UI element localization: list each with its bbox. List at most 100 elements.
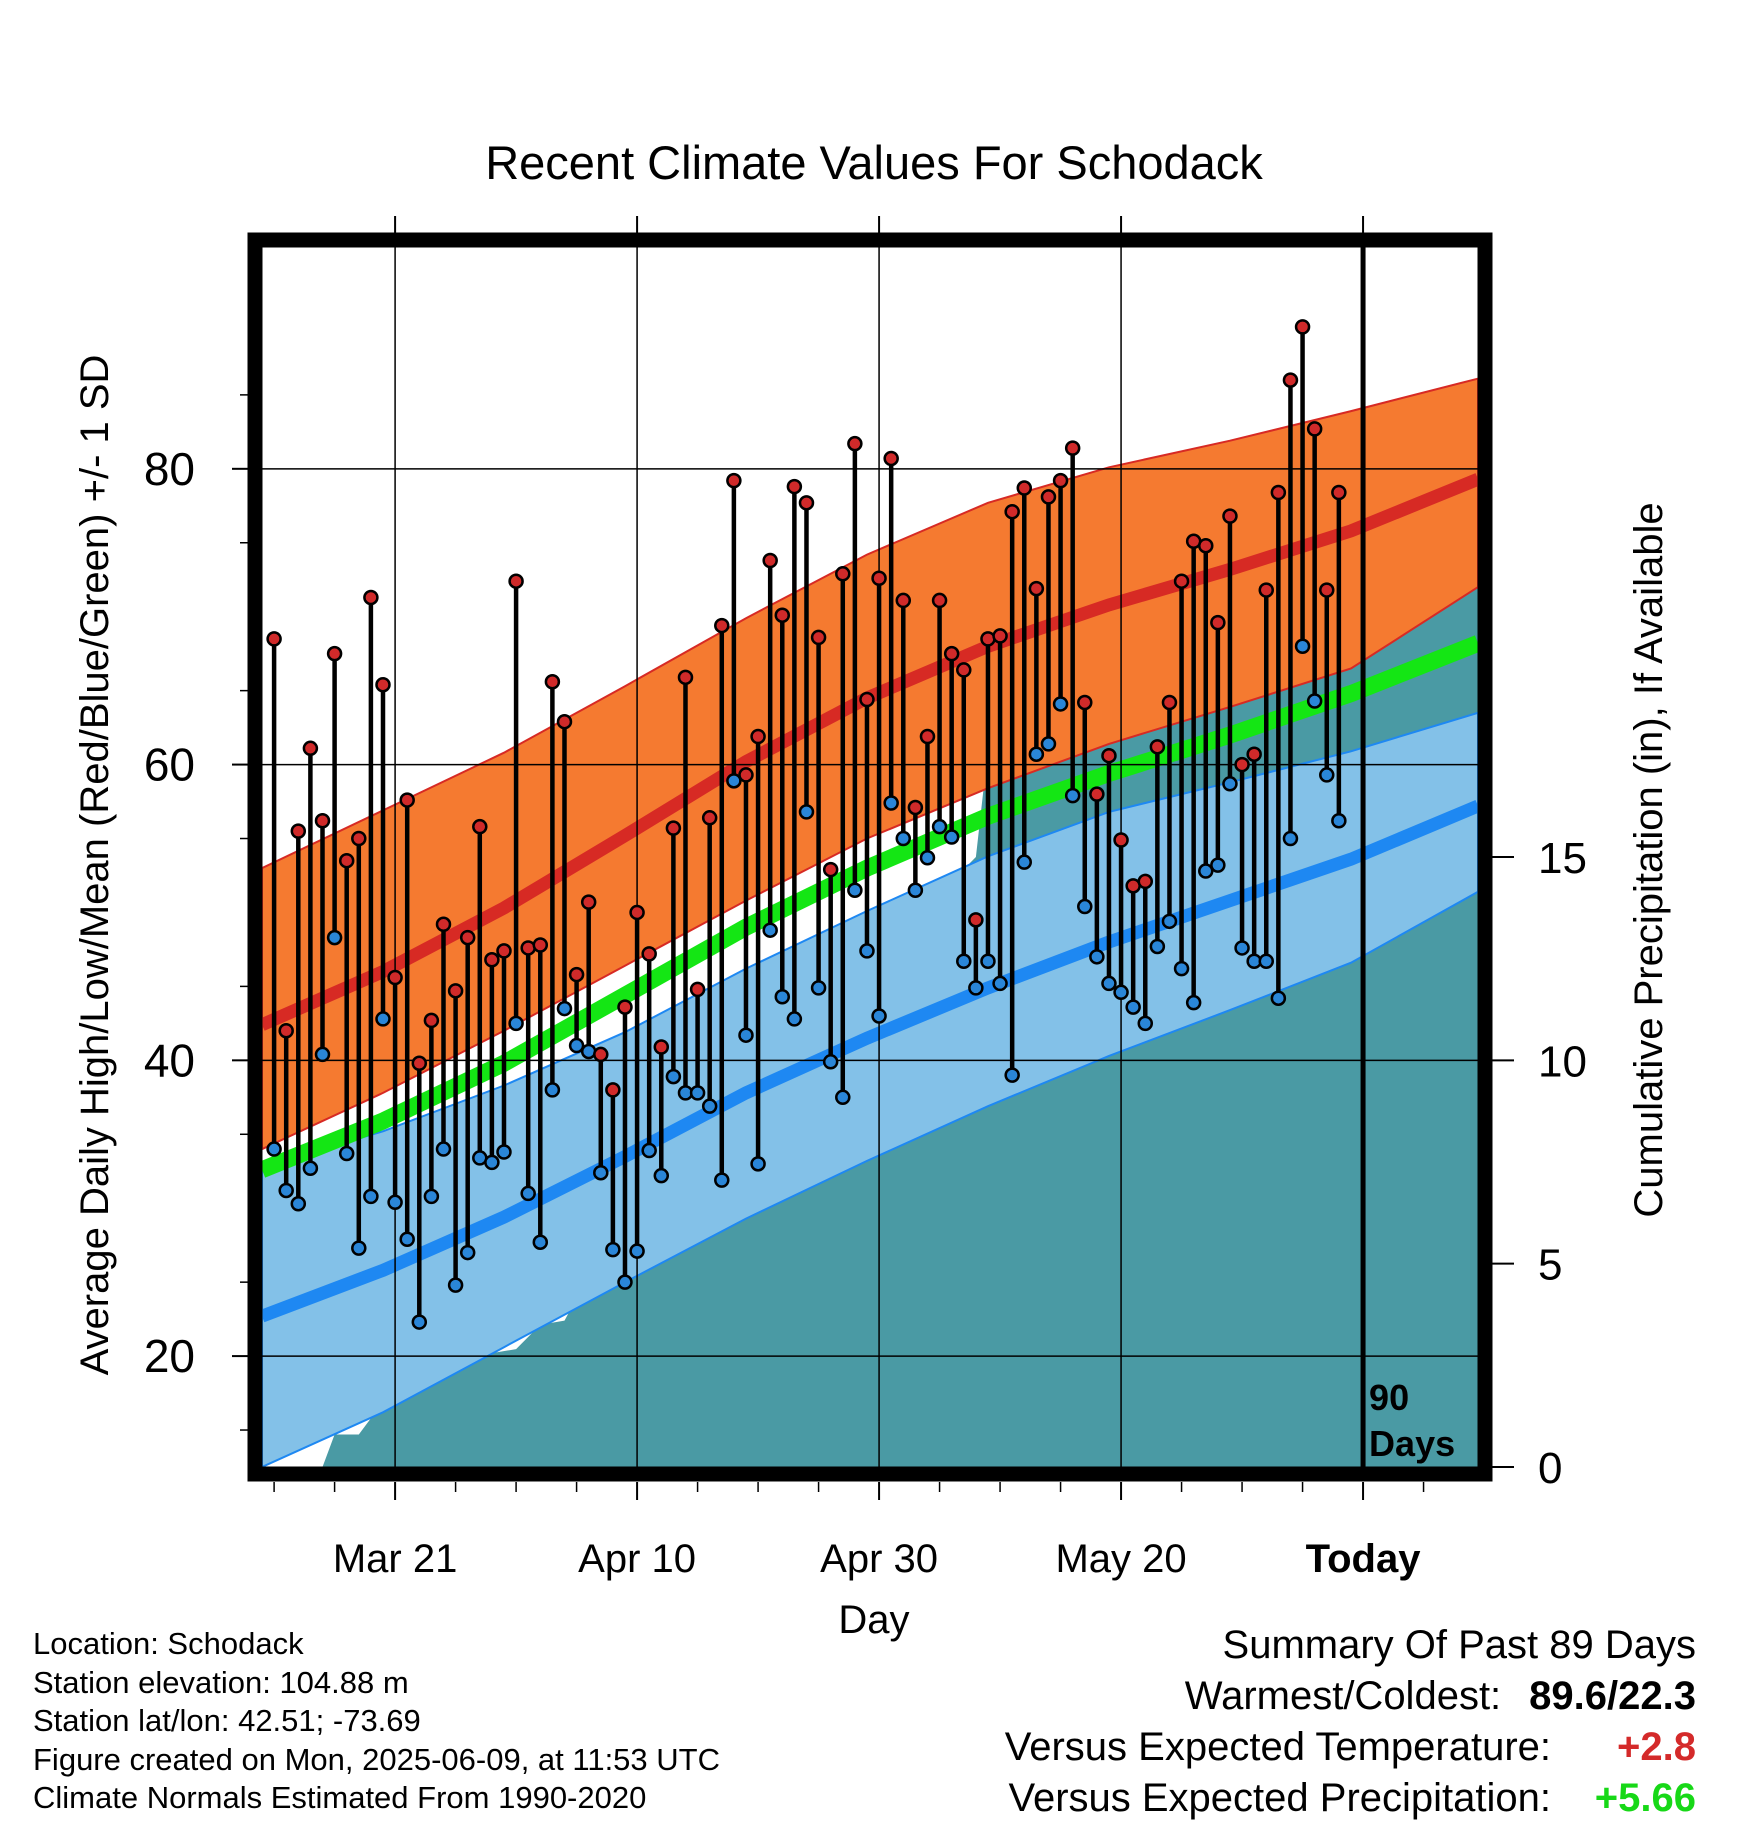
low-point <box>980 953 996 970</box>
x-tick-label: Apr 10 <box>578 1537 696 1581</box>
low-point <box>822 1054 839 1070</box>
high-point <box>1246 746 1262 762</box>
low-point <box>919 849 936 866</box>
created-text: Figure created on Mon, 2025-06-09, at 11… <box>33 1741 720 1777</box>
plot-area: 90 Days Mar 21 Apr 10 Apr 30 May 20 Today 20 40 6… <box>144 216 1587 1581</box>
low-point <box>968 980 984 996</box>
low-point <box>1210 857 1226 873</box>
y-tick-label-right: 10 <box>1538 1037 1587 1086</box>
low-point <box>810 980 827 996</box>
high-point <box>544 674 561 690</box>
low-point <box>1052 696 1069 712</box>
high-point <box>1113 832 1129 848</box>
low-point <box>1040 736 1057 752</box>
low-point <box>1198 863 1214 879</box>
y-axis-left-label: Average Daily High/Low/Mean (Red/Blue/Gr… <box>73 355 117 1376</box>
low-normal-line <box>262 800 1478 1323</box>
y-tick-label-left: 20 <box>144 1330 195 1382</box>
low-point <box>726 773 742 789</box>
x-axis-label: Day <box>838 1598 909 1642</box>
low-point <box>423 1188 440 1205</box>
low-point <box>665 1068 682 1085</box>
low-point <box>375 1011 391 1027</box>
low-point <box>1234 940 1250 956</box>
x-tick-label: Today <box>1306 1537 1422 1581</box>
high-point <box>1137 873 1154 890</box>
low-sd-band <box>262 711 1478 1467</box>
low-point <box>326 929 343 946</box>
high-point <box>1234 756 1250 773</box>
high-point <box>387 969 403 986</box>
low-point <box>496 1144 512 1160</box>
y-tick-label-right: 5 <box>1538 1241 1562 1290</box>
station-info: Location: Schodack Station elevation: 10… <box>33 1625 720 1818</box>
high-point <box>1028 580 1045 597</box>
high-point <box>1270 484 1287 501</box>
low-point <box>1149 938 1166 955</box>
high-point <box>714 617 730 634</box>
high-point <box>1319 582 1335 598</box>
low-point <box>520 1185 536 1202</box>
high-point <box>411 1055 428 1072</box>
high-point <box>762 552 778 569</box>
low-point <box>302 1160 319 1177</box>
temp-anomaly-value: +2.8 <box>1617 1725 1696 1769</box>
low-point <box>556 1000 573 1017</box>
high-point <box>774 607 791 623</box>
today-days-label: 90 <box>1369 1377 1409 1418</box>
low-point <box>1077 898 1093 915</box>
high-point <box>568 966 585 983</box>
low-point <box>1258 953 1275 970</box>
high-point <box>1077 694 1093 711</box>
temp-anomaly-label: Versus Expected Temperature: <box>1004 1725 1551 1769</box>
low-point <box>605 1241 621 1258</box>
summary-heading: Summary Of Past 89 Days <box>1222 1623 1696 1667</box>
high-point <box>895 592 912 609</box>
low-point <box>1173 960 1190 977</box>
low-point <box>689 1085 706 1101</box>
high-point <box>278 1023 294 1039</box>
low-point <box>653 1167 670 1184</box>
low-point <box>1137 1015 1154 1032</box>
low-point <box>532 1234 549 1250</box>
low-point <box>835 1089 851 1106</box>
high-point <box>580 894 597 910</box>
high-point <box>375 676 391 693</box>
y-tick-label-left: 80 <box>144 443 195 495</box>
high-point <box>326 645 343 662</box>
high-point <box>701 810 718 826</box>
high-point <box>822 861 839 878</box>
low-point <box>459 1244 476 1261</box>
low-point <box>629 1243 645 1259</box>
high-point <box>1331 484 1347 501</box>
low-point <box>1089 949 1105 965</box>
high-point <box>1064 440 1081 456</box>
low-point <box>1222 776 1238 792</box>
high-point <box>351 830 367 847</box>
low-point <box>435 1141 452 1157</box>
low-point <box>387 1194 403 1211</box>
high-point <box>738 767 754 783</box>
high-point <box>943 645 960 662</box>
low-point <box>774 988 791 1005</box>
low-point <box>1294 638 1311 655</box>
high-point <box>1004 503 1020 520</box>
high-point <box>266 631 282 647</box>
low-point <box>907 882 924 899</box>
low-point <box>593 1164 609 1181</box>
low-point <box>786 1011 803 1027</box>
y-tick-label-right: 15 <box>1538 834 1587 883</box>
low-point <box>1101 975 1117 992</box>
high-point <box>1294 319 1311 335</box>
low-point <box>847 882 863 899</box>
high-point <box>629 904 645 921</box>
x-tick-label: May 20 <box>1055 1537 1186 1581</box>
low-point <box>738 1027 754 1043</box>
x-tick-label: Apr 30 <box>820 1537 938 1581</box>
location-text: Location: Schodack <box>33 1626 304 1661</box>
high-point <box>1306 421 1323 437</box>
low-point <box>617 1274 633 1290</box>
high-point <box>496 943 512 959</box>
high-point <box>423 1012 440 1029</box>
high-point <box>1016 480 1033 496</box>
